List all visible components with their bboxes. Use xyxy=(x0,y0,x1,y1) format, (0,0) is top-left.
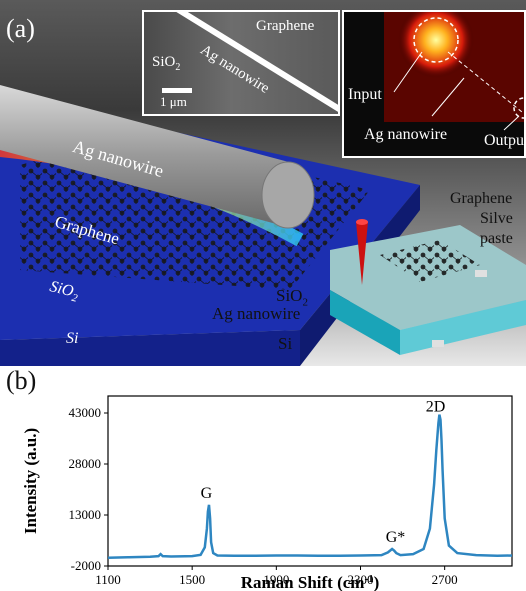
input-circle xyxy=(413,17,459,63)
y-tick-label: -2000 xyxy=(71,558,101,573)
x-tick-label: 1100 xyxy=(95,572,121,587)
panel-a-label: (a) xyxy=(6,14,35,43)
x-tick-label: 1900 xyxy=(263,572,289,587)
device-sio2-label: SiO2 xyxy=(276,286,308,309)
y-tick-label: 43000 xyxy=(69,405,102,420)
ag-nanowire xyxy=(0,85,300,225)
scale-bar xyxy=(162,88,192,93)
peak-annotation: G* xyxy=(386,529,406,546)
panel-a-artwork xyxy=(0,85,526,366)
plot-frame xyxy=(107,395,513,567)
sem-inset: Graphene SiO2 Ag nanowire 1 μm xyxy=(142,10,340,116)
scale-bar-label: 1 μm xyxy=(160,94,187,109)
x-tick-label: 1500 xyxy=(179,572,205,587)
optical-nanowire-label: Ag nanowire xyxy=(364,126,448,143)
optical-inset: Input Ag nanowire Outpu xyxy=(342,10,526,158)
device-nanowire-label: Ag nanowire xyxy=(212,304,301,323)
peak-annotation: G xyxy=(201,485,213,502)
sem-graphene-label: Graphene xyxy=(256,18,315,34)
device-si-label: Si xyxy=(278,334,293,353)
device-graphene-label: Graphene xyxy=(450,190,513,207)
peak-annotation: 2D xyxy=(426,398,446,415)
y-axis-label: Intensity (a.u.) xyxy=(21,428,40,534)
sem-sio2-label: SiO2 xyxy=(152,54,181,73)
panel-b-label: (b) xyxy=(6,366,37,395)
input-label: Input xyxy=(348,86,382,103)
output-label: Outpu xyxy=(484,132,524,149)
device-silver-label-1: Silve xyxy=(480,210,513,227)
raman-chart: 1100 1500 1900 2300 2700 -2000 13000 28000 4300… xyxy=(21,395,513,591)
x-axis-label: Raman Shift (cm-1) xyxy=(241,573,380,591)
x-tick-label: 2300 xyxy=(348,572,374,587)
raman-spectrum-line xyxy=(107,414,513,560)
y-tick-label: 13000 xyxy=(69,507,102,522)
schematic-si-label: Si xyxy=(66,330,79,347)
y-tick-label: 28000 xyxy=(69,456,102,471)
x-tick-label: 2700 xyxy=(432,572,458,587)
probe-tip xyxy=(356,222,368,285)
panel-a: (a) Graphene SiO2 Ag nanowire 1 μm xyxy=(0,0,526,366)
device-silver-label-2: paste xyxy=(480,230,513,247)
